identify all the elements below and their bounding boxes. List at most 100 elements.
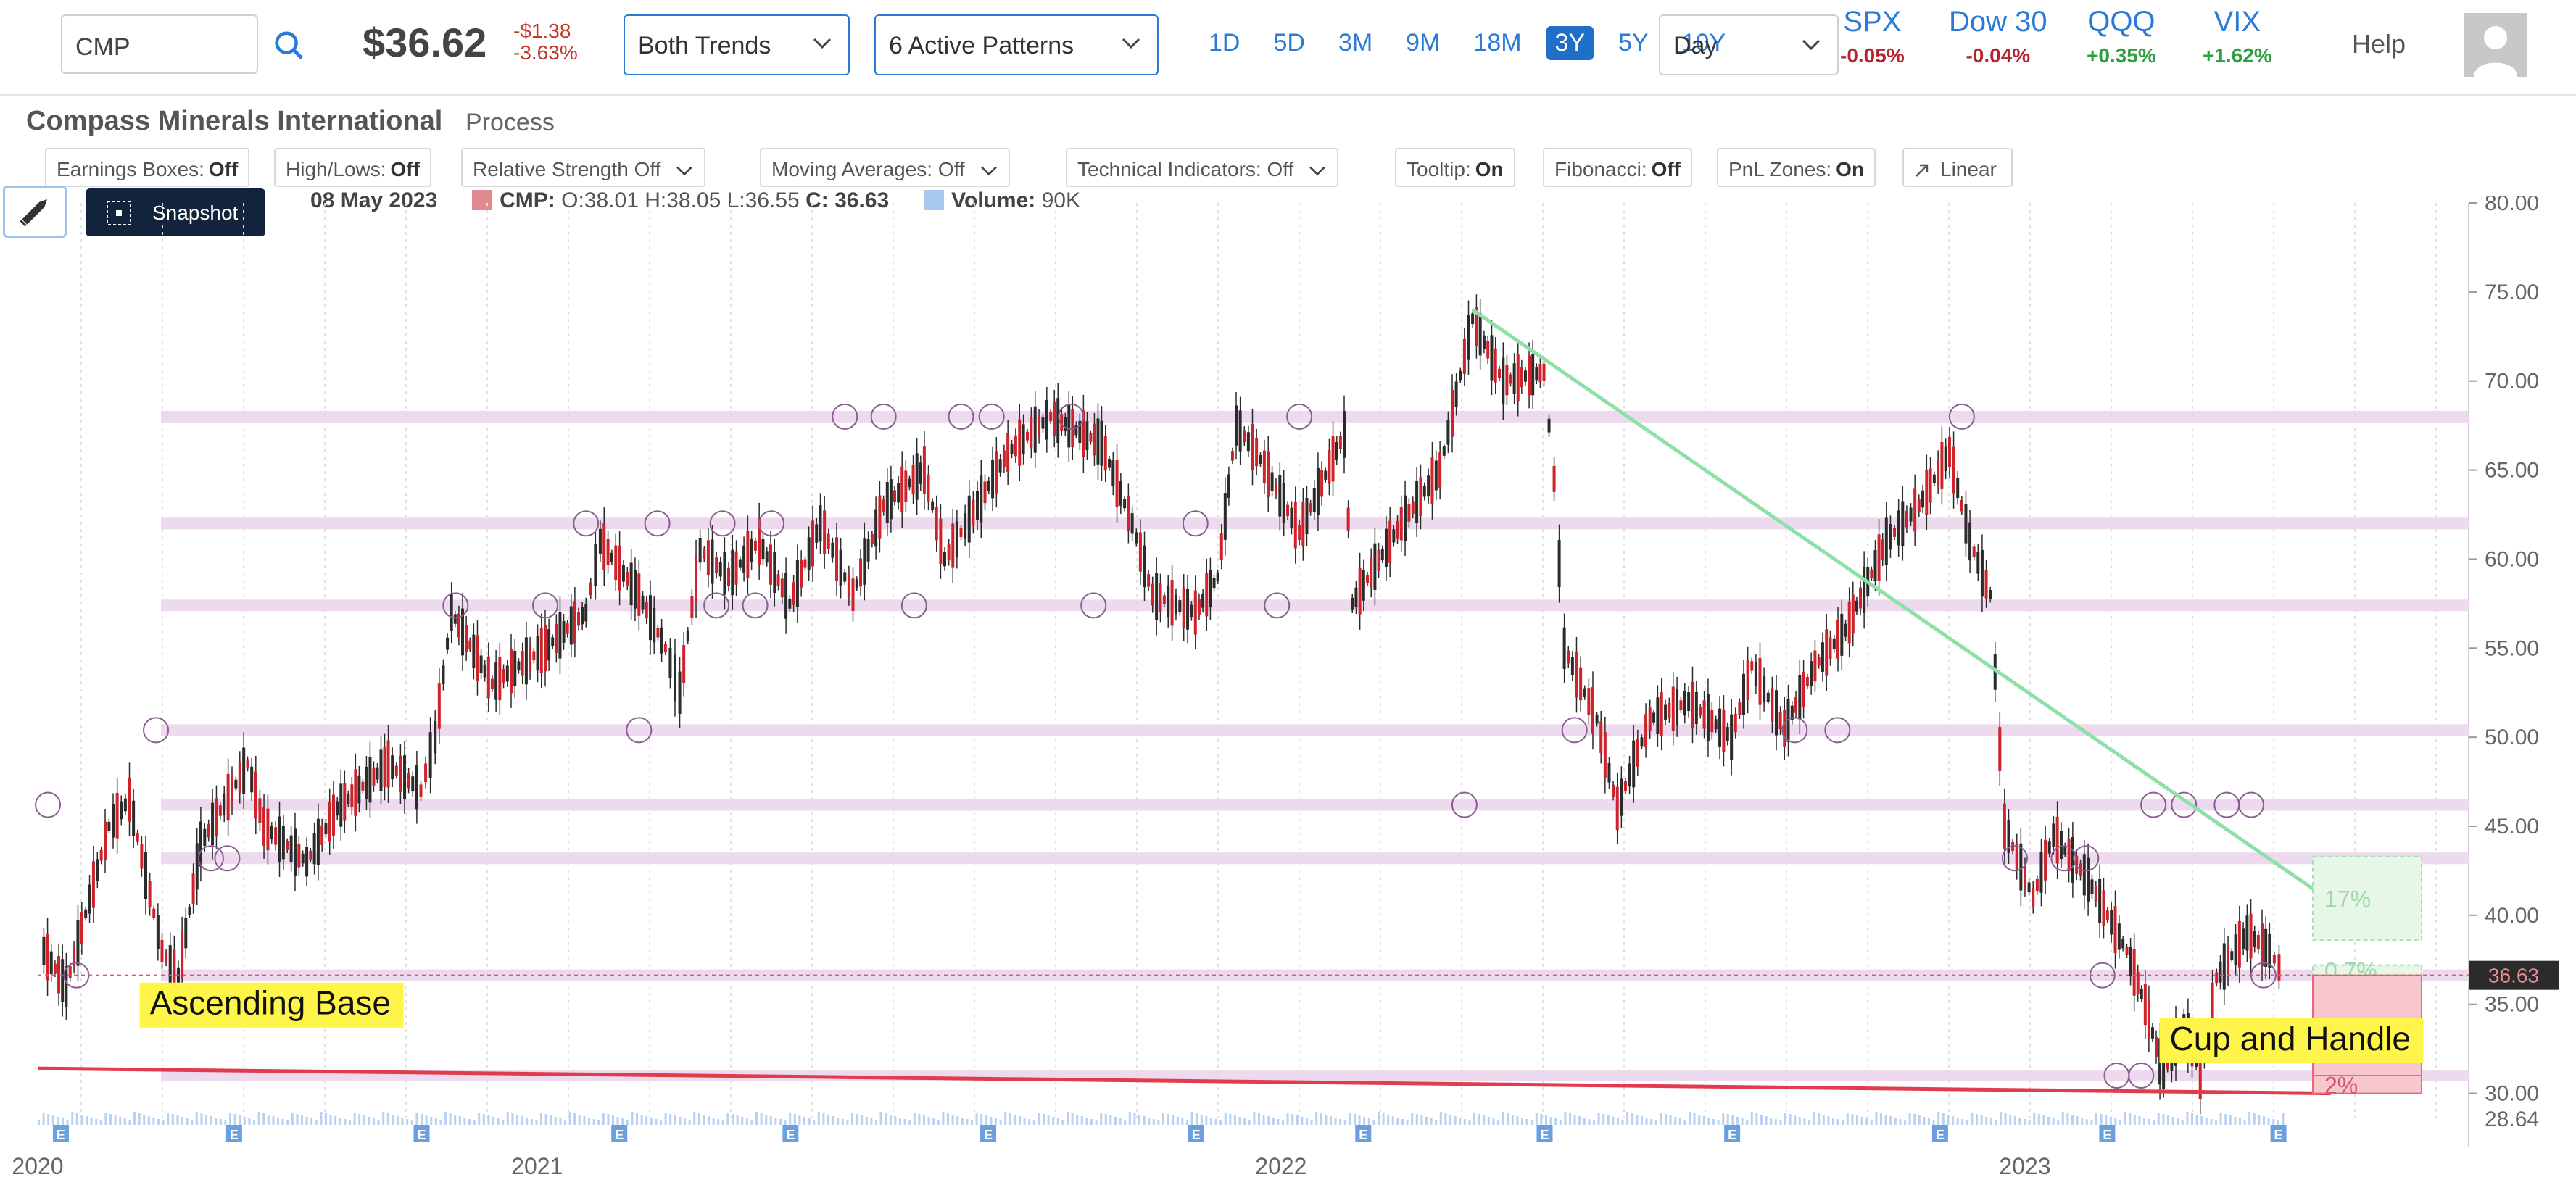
candle-body xyxy=(316,818,320,865)
volume-bar xyxy=(1511,1115,1514,1125)
volume-bar xyxy=(2239,1118,2241,1125)
range-3m[interactable]: 3M xyxy=(1338,29,1373,57)
volume-bar xyxy=(1822,1115,1825,1125)
volume-bar xyxy=(1961,1119,1964,1125)
volume-bar xyxy=(660,1120,662,1125)
volume-bar xyxy=(1760,1115,1763,1125)
volume-bar xyxy=(1636,1115,1639,1125)
volume-bar xyxy=(90,1118,93,1125)
volume-bar xyxy=(808,1118,811,1125)
pivot-marker xyxy=(900,592,927,619)
volume-bar xyxy=(325,1113,327,1125)
price-chart[interactable]: EEEEEEEEEEEEE17%0.7%15.3%2%36.63Ascendin… xyxy=(0,196,2576,1185)
range-3y[interactable]: 3Y xyxy=(1546,26,1594,60)
candle-body xyxy=(1093,423,1096,456)
volume-bar xyxy=(334,1116,337,1125)
candle-body xyxy=(660,627,663,654)
pnl-zone-label: 17% xyxy=(2324,886,2371,912)
volume-bar xyxy=(133,1112,136,1125)
volume-bar xyxy=(128,1120,131,1125)
candle-body xyxy=(1881,539,1884,560)
help-link[interactable]: Help xyxy=(2352,29,2406,59)
toggle-high-lows[interactable]: High/Lows: Off xyxy=(274,148,431,187)
index-qqq[interactable]: QQQ +0.35% xyxy=(2087,6,2156,67)
volume-bar xyxy=(1032,1120,1035,1125)
pivot-marker xyxy=(1561,717,1588,744)
index-spx[interactable]: SPX -0.05% xyxy=(1840,6,1905,67)
range-18m[interactable]: 18M xyxy=(1473,29,1522,57)
candle-body xyxy=(1821,642,1824,672)
volume-bar xyxy=(1980,1115,1983,1125)
candle-body xyxy=(1193,590,1197,635)
candle-body xyxy=(258,798,262,823)
search-icon[interactable] xyxy=(273,29,306,62)
toggle-fibonacci[interactable]: Fibonacci: Off xyxy=(1543,148,1693,187)
range-9m[interactable]: 9M xyxy=(1406,29,1441,57)
draw-tool-button[interactable] xyxy=(3,186,67,238)
volume-bar xyxy=(865,1117,868,1125)
toggle-relative-strength-off[interactable]: Relative Strength Off xyxy=(461,148,706,187)
toggle-moving-averages-off[interactable]: Moving Averages: Off xyxy=(760,148,1010,187)
avatar[interactable] xyxy=(2464,13,2527,77)
volume-bar xyxy=(1602,1114,1605,1125)
candle-body xyxy=(407,773,410,789)
candle-body xyxy=(502,669,505,683)
volume-bar xyxy=(1301,1117,1304,1125)
pattern-select[interactable]: 6 Active Patterns xyxy=(874,14,1159,75)
symbol-input[interactable]: CMP xyxy=(61,14,258,74)
volume-bar xyxy=(899,1118,901,1125)
candle-body xyxy=(2067,838,2071,872)
volume-bar xyxy=(1004,1112,1007,1125)
candle-body xyxy=(2140,988,2143,999)
process-link[interactable]: Process xyxy=(465,109,555,136)
candle-body xyxy=(2098,878,2102,923)
range-5y[interactable]: 5Y xyxy=(1618,29,1649,57)
toggle-earnings-boxes[interactable]: Earnings Boxes: Off xyxy=(45,148,250,187)
index-dow-30[interactable]: Dow 30 -0.04% xyxy=(1949,6,2047,67)
volume-bar xyxy=(2100,1114,2103,1125)
trend-select[interactable]: Both Trends xyxy=(624,14,850,75)
candle-body xyxy=(558,612,562,659)
earnings-marker: E xyxy=(225,1125,242,1142)
volume-bar xyxy=(1382,1113,1385,1125)
candle-body xyxy=(1640,737,1644,747)
candle-body xyxy=(195,843,199,890)
volume-bar xyxy=(71,1112,74,1125)
earnings-box xyxy=(1724,1125,1741,1142)
candle-body xyxy=(1490,335,1494,381)
candle-body xyxy=(132,800,136,836)
range-1d[interactable]: 1D xyxy=(1209,29,1241,57)
candle-body xyxy=(991,460,995,499)
candle-body xyxy=(1668,702,1671,718)
pivot-marker xyxy=(1948,403,1975,430)
candle-body xyxy=(1925,470,1929,515)
earnings-marker: E xyxy=(2099,1125,2116,1142)
toggle-pnl-zones[interactable]: PnL Zones: On xyxy=(1717,148,1876,187)
index-vix[interactable]: VIX +1.62% xyxy=(2203,6,2272,67)
volume-bar xyxy=(368,1117,370,1125)
candle-body xyxy=(980,475,983,523)
toggle-tooltip[interactable]: Tooltip: On xyxy=(1395,148,1515,187)
candle-body xyxy=(1014,435,1017,457)
toggle-technical-indicators-off[interactable]: Technical Indicators: Off xyxy=(1066,148,1339,187)
volume-bar xyxy=(1100,1113,1103,1125)
candle-body xyxy=(1119,481,1122,506)
toggle-linear[interactable]: Linear xyxy=(1902,148,2013,187)
volume-bar xyxy=(2171,1117,2174,1125)
volume-bar xyxy=(1315,1112,1318,1125)
volume-bar xyxy=(1971,1113,1974,1125)
candle-body xyxy=(1212,578,1216,589)
candle-body xyxy=(2268,934,2271,968)
volume-bar xyxy=(191,1120,194,1125)
range-5d[interactable]: 5D xyxy=(1273,29,1305,57)
arrow-up-right-icon xyxy=(1916,164,1929,177)
volume-bar xyxy=(2129,1113,2132,1125)
snapshot-button[interactable]: Snapshot xyxy=(86,188,265,236)
candle-body xyxy=(626,572,629,586)
volume-bar xyxy=(980,1114,983,1125)
candle-body xyxy=(368,757,372,803)
candle-body xyxy=(479,655,483,673)
interval-select[interactable]: Day xyxy=(1659,14,1839,75)
range-10y[interactable]: 10Y xyxy=(1681,29,1726,57)
earnings-marker: E xyxy=(1355,1125,1372,1142)
